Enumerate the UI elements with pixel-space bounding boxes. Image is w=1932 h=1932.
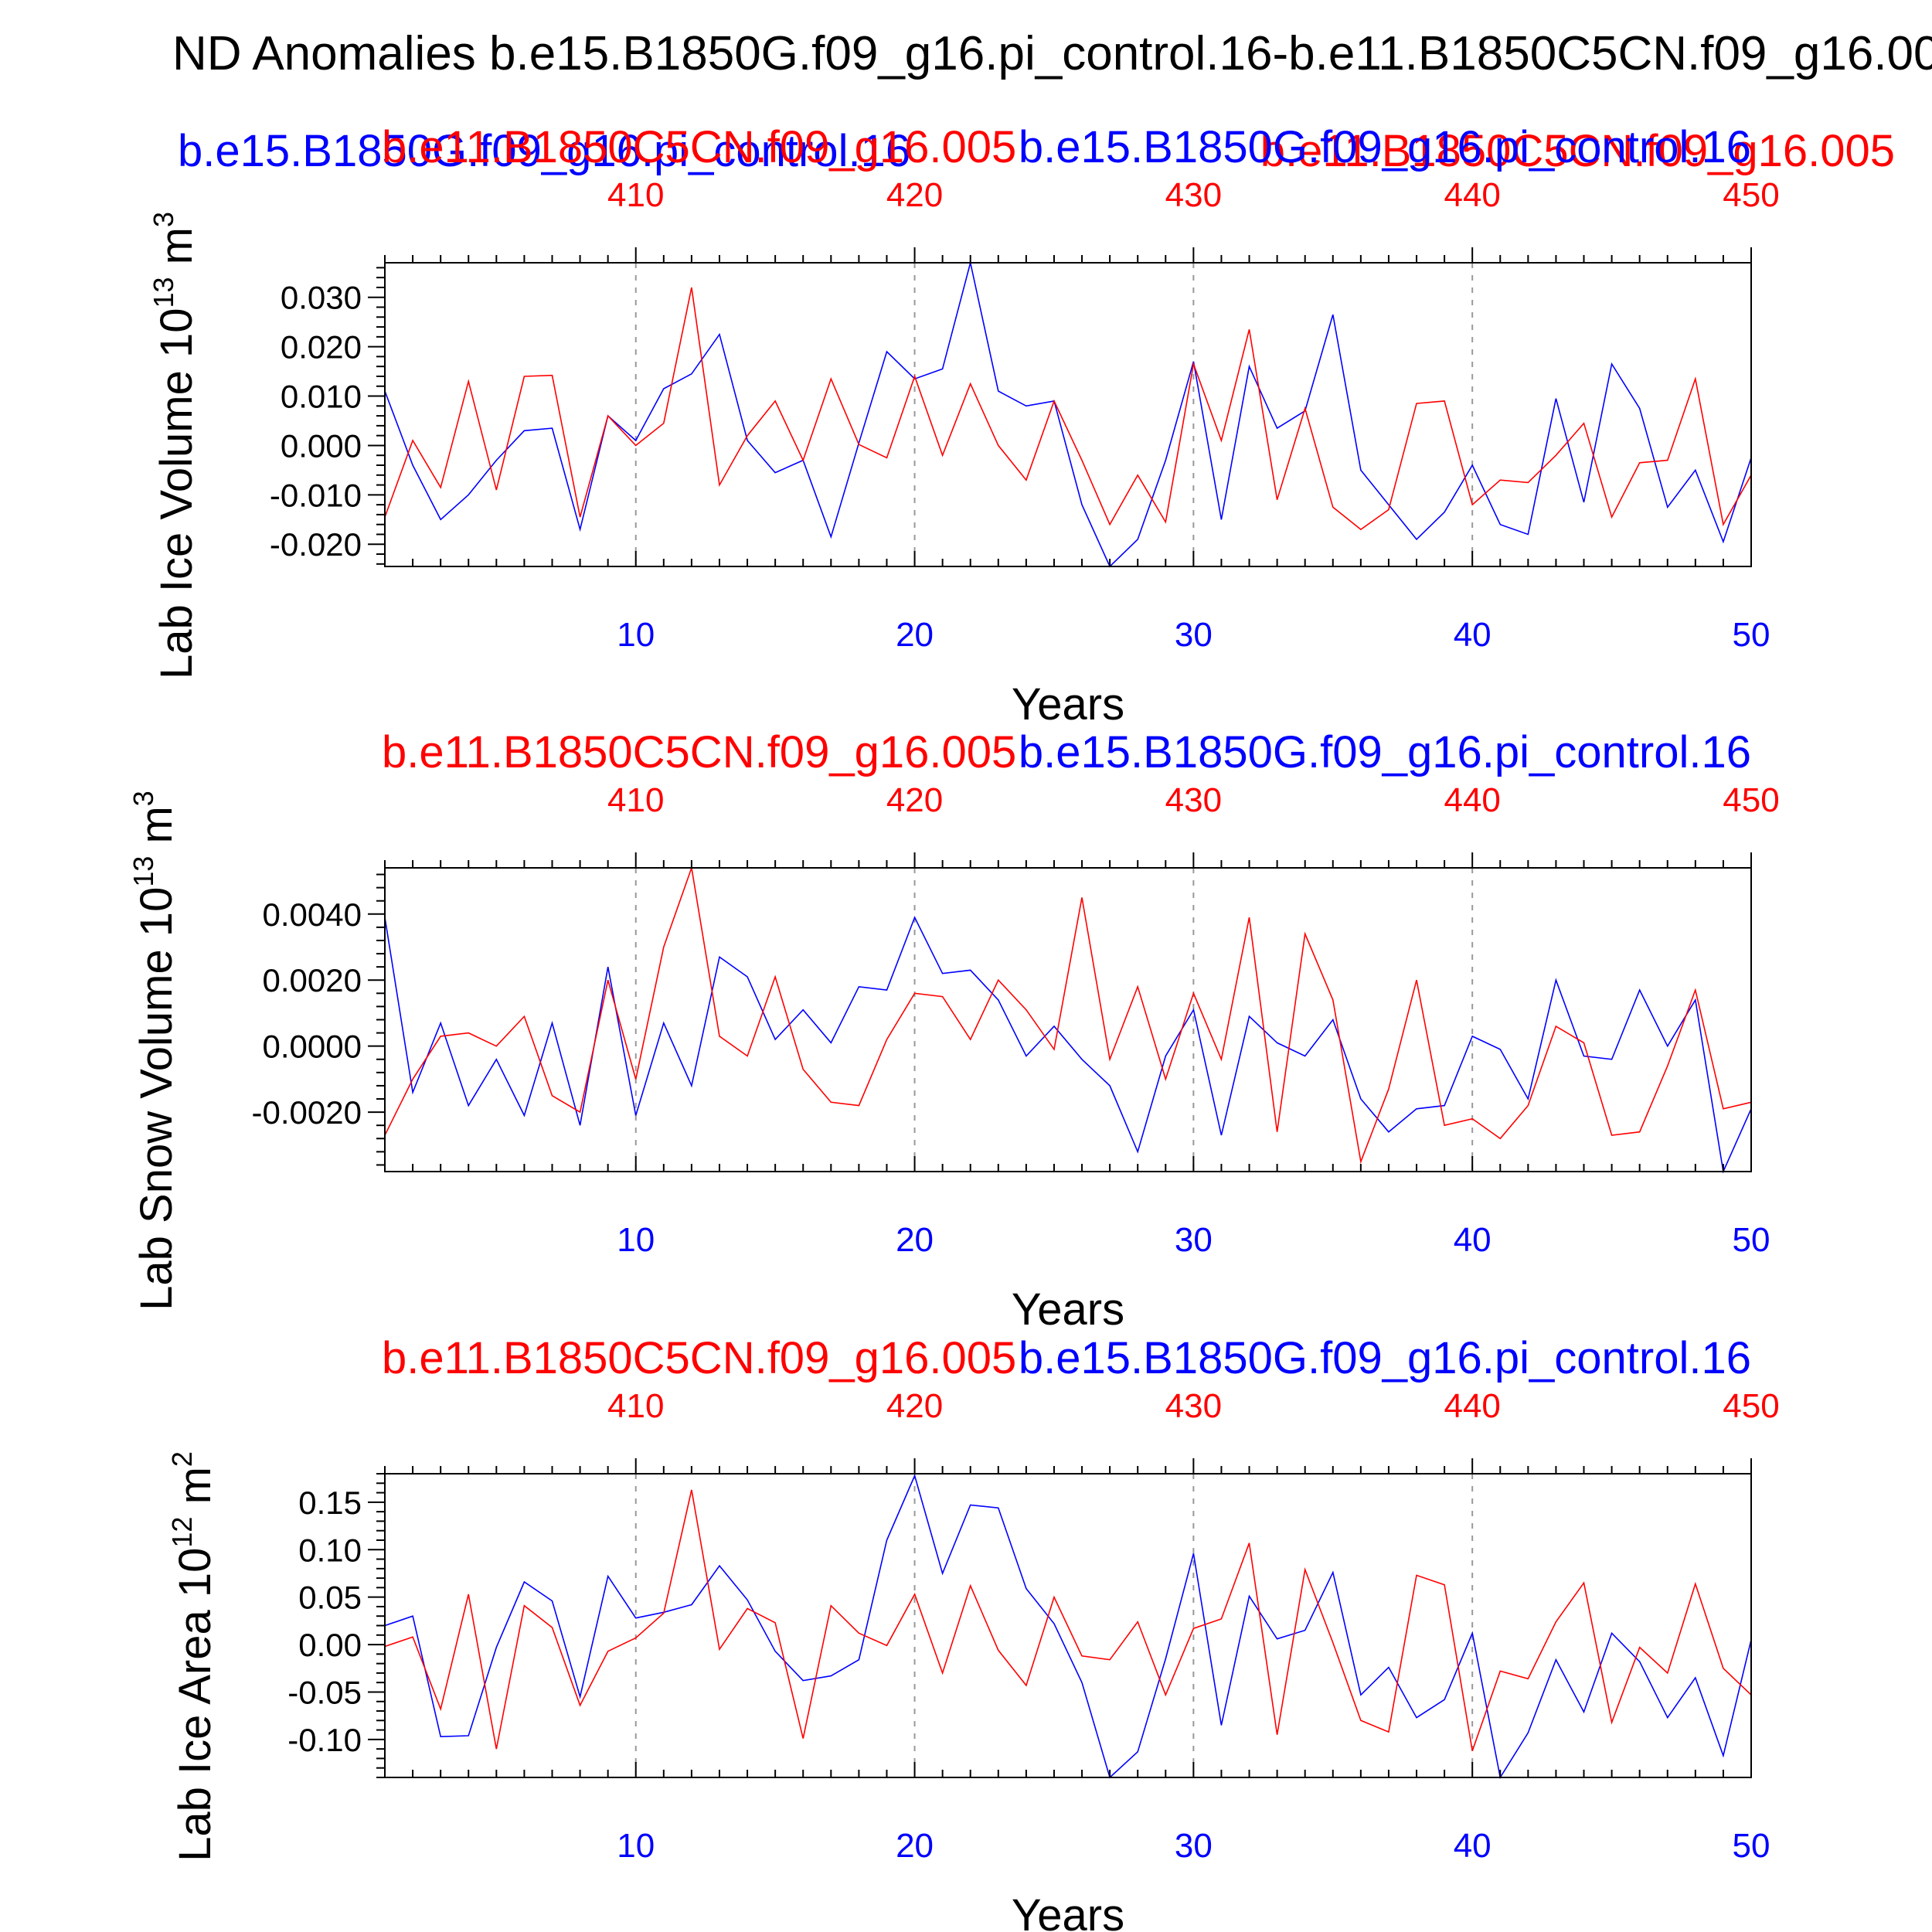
series-line-blue: [384, 262, 1752, 568]
y-axis-label: Lab Snow Volume 1013 m3: [128, 791, 182, 1311]
x-axis-label: Years: [1012, 1890, 1124, 1932]
x-tick-label-top: 420: [886, 781, 943, 819]
x-tick-label-top: 420: [886, 176, 943, 214]
x-tick-label-top: 430: [1165, 176, 1222, 214]
y-axis-label-part: 13: [148, 277, 179, 308]
x-tick-label-bottom: 40: [1454, 616, 1492, 654]
y-axis-label-part: 2: [166, 1451, 198, 1467]
y-tick-label: -0.0020: [252, 1094, 362, 1131]
y-axis-label-part: 3: [148, 212, 179, 227]
panel-title-blue: b.e15.B1850G.f09_g16.pi_control.16: [1019, 1333, 1751, 1383]
series-line-red: [384, 287, 1752, 531]
y-axis-label-part: 10: [151, 308, 202, 359]
x-tick-label-bottom: 30: [1175, 616, 1213, 654]
panel-title-red: b.e11.B1850C5CN.f09_g16.005: [382, 1333, 1016, 1383]
x-tick-label-bottom: 30: [1175, 1827, 1213, 1865]
panels-group: 10 20 30 40 50 410 420 430 440 450 0.030 0.020 0.010…: [128, 122, 1780, 1932]
y-tick-label: 0.030: [281, 280, 362, 316]
x-tick-label-top: 450: [1723, 176, 1779, 214]
plot-frame: [384, 262, 1752, 567]
x-tick-label-bottom: 50: [1733, 1827, 1770, 1865]
y-tick-label: 0.000: [281, 427, 362, 464]
y-tick-label: 0.020: [281, 329, 362, 366]
y-tick-label: 0.0020: [263, 962, 362, 998]
panel-title-red: b.e11.B1850C5CN.f09_g16.005: [382, 727, 1016, 777]
y-tick-label: 0.15: [298, 1485, 362, 1521]
x-tick-label-bottom: 40: [1454, 1221, 1492, 1259]
x-tick-label-bottom: 50: [1733, 1221, 1770, 1259]
series-line-blue: [384, 916, 1752, 1174]
y-tick-label: -0.020: [270, 526, 362, 563]
y-axis-label-part: 13: [128, 856, 159, 887]
y-axis-label: Lab Ice Volume 1013 m3: [148, 212, 202, 679]
y-axis-label-part: m: [131, 806, 182, 855]
x-tick-label-bottom: 20: [896, 616, 934, 654]
x-tick-label-bottom: 10: [617, 616, 655, 654]
x-tick-label-top: 440: [1444, 781, 1500, 819]
x-tick-label-bottom: 30: [1175, 1221, 1213, 1259]
y-axis-label-part: Lab Snow Volume: [131, 937, 182, 1311]
x-tick-label-top: 440: [1444, 1387, 1500, 1425]
panel-title-red: b.e11.B1850C5CN.f09_g16.005: [382, 122, 1016, 172]
y-axis-label-part: 3: [128, 791, 159, 806]
panel-3: 10 20 30 40 50 410 420 430 440 450 0.15 0.10 0.05 0.0…: [166, 1333, 1780, 1932]
x-tick-label-top: 430: [1165, 781, 1222, 819]
x-tick-label-top: 450: [1723, 781, 1779, 819]
x-tick-label-bottom: 10: [617, 1827, 655, 1865]
y-tick-label: 0.010: [281, 379, 362, 415]
series-line-blue: [384, 1474, 1752, 1780]
y-tick-label: -0.05: [287, 1674, 362, 1710]
y-axis-label-part: Lab Ice Volume: [151, 358, 202, 679]
y-axis-label-part: m: [170, 1467, 220, 1516]
x-tick-label-top: 440: [1444, 176, 1500, 214]
y-tick-label: 0.0000: [263, 1029, 362, 1065]
y-tick-label: 0.10: [298, 1532, 362, 1568]
y-axis-label-part: Lab Ice Area: [170, 1597, 220, 1862]
x-tick-label-bottom: 10: [617, 1221, 655, 1259]
x-tick-label-bottom: 50: [1733, 616, 1770, 654]
panel-2: 10 20 30 40 50 410 420 430 440 450 0.0040 0.0020 0.0…: [128, 727, 1780, 1335]
x-tick-label-bottom: 20: [896, 1221, 934, 1259]
panel-1: 10 20 30 40 50 410 420 430 440 450 0.030 0.020 0.010…: [148, 122, 1780, 730]
x-tick-label-top: 450: [1723, 1387, 1779, 1425]
y-tick-label: -0.10: [287, 1722, 362, 1758]
x-tick-label-bottom: 40: [1454, 1827, 1492, 1865]
series-line-red: [384, 867, 1752, 1165]
x-tick-label-top: 410: [607, 1387, 664, 1425]
y-axis-label: Lab Ice Area 1012 m2: [166, 1451, 220, 1862]
legend-red-case: b.e11.B1850C5CN.f09_g16.005: [1260, 126, 1895, 176]
y-tick-label: 0.00: [298, 1627, 362, 1663]
y-tick-label: 0.05: [298, 1580, 362, 1616]
y-axis-label-part: 10: [131, 887, 182, 937]
panel-title-blue: b.e15.B1850G.f09_g16.pi_control.16: [1019, 727, 1751, 777]
y-axis-label-part: 12: [166, 1517, 198, 1548]
panel-title-blue: b.e15.B1850G.f09_g16.pi_control.16: [1019, 122, 1751, 172]
x-axis-label: Years: [1012, 679, 1124, 730]
x-tick-label-top: 410: [607, 176, 664, 214]
x-tick-label-top: 410: [607, 781, 664, 819]
x-tick-label-top: 420: [886, 1387, 943, 1425]
y-tick-label: -0.010: [270, 477, 362, 513]
y-axis-label-part: 10: [170, 1548, 220, 1598]
x-tick-label-bottom: 20: [896, 1827, 934, 1865]
legend-blue-case: b.e15.B1850G.f09_g16.pi_control.16: [178, 126, 910, 176]
figure-title: ND Anomalies b.e15.B1850G.f09_g16.pi_con…: [172, 27, 1932, 80]
series-line-red: [384, 1489, 1752, 1751]
y-tick-label: 0.0040: [263, 896, 362, 933]
x-axis-label: Years: [1012, 1284, 1124, 1335]
x-tick-label-top: 430: [1165, 1387, 1222, 1425]
y-axis-label-part: m: [151, 227, 202, 277]
